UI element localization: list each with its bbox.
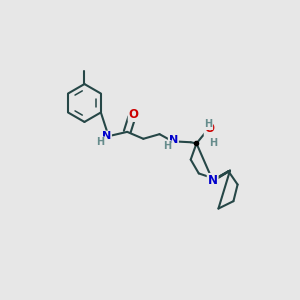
Text: H: H <box>209 138 217 148</box>
Text: O: O <box>129 108 139 121</box>
Text: O: O <box>205 122 215 135</box>
Text: H: H <box>163 141 171 151</box>
Text: H: H <box>204 119 212 129</box>
Text: N: N <box>208 174 218 187</box>
Text: N: N <box>102 131 111 142</box>
Text: N: N <box>169 135 178 146</box>
Text: H: H <box>97 137 105 147</box>
